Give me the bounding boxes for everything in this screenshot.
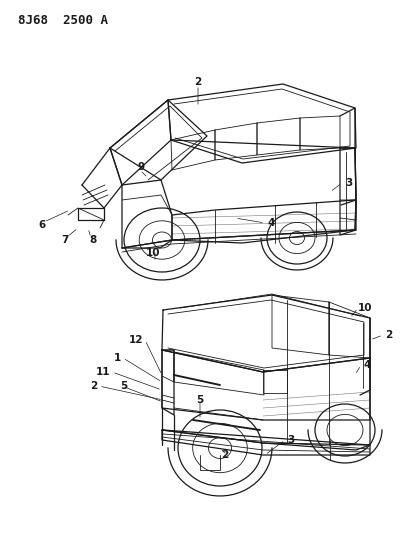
Text: 11: 11: [96, 367, 110, 377]
Text: 5: 5: [196, 395, 204, 405]
Text: 12: 12: [129, 335, 143, 345]
Text: 3: 3: [345, 178, 352, 188]
Text: 7: 7: [61, 235, 69, 245]
Text: 4: 4: [268, 218, 276, 228]
Text: 6: 6: [38, 220, 46, 230]
Text: 2: 2: [195, 77, 201, 87]
Text: 2: 2: [385, 330, 392, 340]
Text: 3: 3: [287, 435, 294, 445]
Text: 2: 2: [90, 381, 97, 391]
Text: 9: 9: [138, 162, 145, 172]
Text: 2: 2: [221, 450, 229, 460]
Text: 5: 5: [120, 381, 127, 391]
Text: 8J68  2500 A: 8J68 2500 A: [18, 14, 108, 27]
Text: 8: 8: [90, 235, 96, 245]
Text: 1: 1: [114, 353, 121, 363]
Text: 10: 10: [146, 248, 160, 258]
Text: 4: 4: [363, 360, 370, 370]
Text: 10: 10: [358, 303, 372, 313]
